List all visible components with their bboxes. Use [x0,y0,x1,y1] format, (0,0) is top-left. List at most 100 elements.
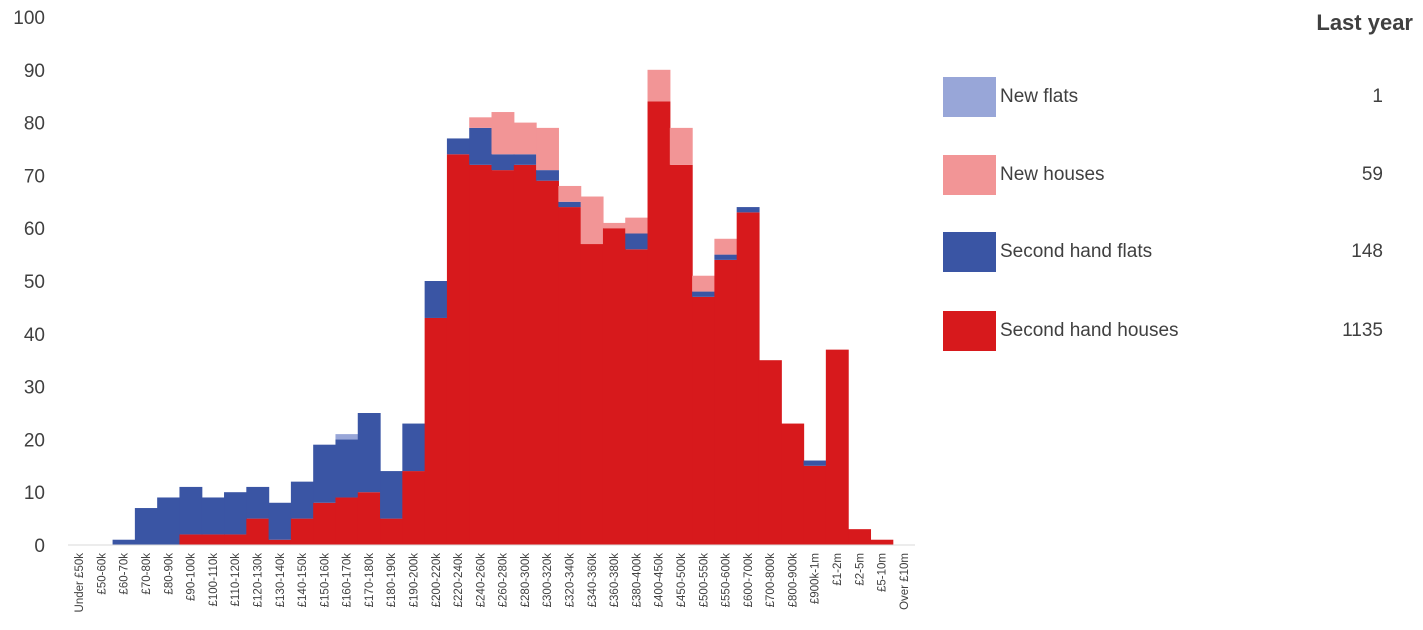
bar-segment-new-houses [625,217,649,234]
x-tick-label: £180-190k [386,553,398,608]
x-tick-label: £160-170k [342,553,354,608]
bar-segment-second-hand-flats [625,233,649,250]
x-tick-label: £170-180k [364,553,376,608]
legend-swatch-new-houses [943,155,996,195]
legend-label-new-flats: New flats [1000,86,1079,107]
bar-segment-second-hand-houses [268,539,292,545]
x-tick-label: £600-700k [743,553,755,608]
x-tick-label: £50-60k [96,553,108,595]
bar-segment-second-hand-flats [446,138,470,155]
bar-segment-second-hand-houses [602,228,626,545]
x-tick-label: £280-300k [520,553,532,608]
bar-segment-second-hand-houses [357,492,381,545]
x-tick-label: £240-260k [475,553,487,608]
bar-segment-second-hand-houses [692,296,715,545]
bar-segment-second-hand-flats [224,492,247,535]
x-tick-label: £260-280k [498,553,510,608]
bar-segment-second-hand-houses [758,360,782,545]
bar-segment-second-hand-houses [536,180,559,545]
y-tick-label: 60 [24,219,45,240]
x-tick-label: £150-160k [319,553,331,608]
bar-segment-new-houses [602,222,626,229]
x-tick-label: £1-2m [832,553,844,586]
bar-segment-second-hand-houses [201,534,225,545]
bar-segment-second-hand-flats [179,486,203,535]
bar-segment-second-hand-houses [513,164,537,545]
x-tick-label: Over £10m [899,553,911,610]
bar-segment-second-hand-flats [424,281,448,318]
legend: Last year New flats 1 New houses 59 Seco… [943,0,1413,400]
bar-segment-second-hand-flats [558,201,582,208]
bar-segment-second-hand-houses [469,164,493,545]
bar-segment-second-hand-houses [781,423,805,545]
x-tick-label: Under £50k [74,553,86,613]
legend-title: Last year [1316,10,1413,35]
bar-segment-second-hand-houses [714,259,738,545]
x-tick-label: £190-200k [408,553,420,608]
bar-segment-second-hand-houses [179,534,203,545]
bar-segment-second-hand-houses [625,249,649,545]
legend-label-second-hand-houses: Second hand houses [1000,320,1179,341]
bar-segment-second-hand-houses [380,518,403,545]
x-tick-label: £220-240k [453,553,465,608]
bar-segment-second-hand-flats [803,460,827,466]
x-tick-label: £500-550k [698,553,710,608]
x-tick-label: £60-70k [119,553,131,595]
bar-segment-new-houses [558,185,582,202]
bar-segment-second-hand-houses [647,101,671,545]
bar-segment-new-flats [335,434,359,440]
legend-count-new-houses: 59 [1361,164,1383,185]
bar-segment-second-hand-flats [736,207,760,213]
y-tick-label: 20 [24,430,45,451]
bar-segment-second-hand-houses [446,154,470,545]
bar-segment-new-houses [692,275,715,292]
legend-swatch-second-hand-houses [943,311,996,351]
y-tick-label: 30 [24,378,45,399]
y-tick-label: 100 [13,8,45,29]
bar-segment-second-hand-flats [112,539,136,545]
bar-segment-second-hand-houses [224,534,247,545]
x-tick-label: £320-340k [565,553,577,608]
y-tick-label: 80 [24,114,45,135]
x-tick-label: £200-220k [431,553,443,608]
y-tick-label: 90 [24,61,45,82]
legend-item-new-houses: New houses 59 [943,155,1383,195]
x-tick-label: £100-110k [208,553,220,607]
bar-segment-second-hand-flats [313,444,337,503]
legend-label-second-hand-flats: Second hand flats [1000,241,1153,262]
legend-count-second-hand-flats: 148 [1351,241,1383,262]
bar-segment-second-hand-flats [402,423,426,472]
bar-segment-second-hand-houses [803,465,827,545]
bar-segment-new-houses [580,196,604,245]
x-tick-label: £130-140k [275,553,287,608]
legend-item-second-hand-houses: Second hand houses 1135 [943,311,1383,351]
x-tick-label: £450-500k [676,553,688,608]
bar-segment-second-hand-flats [714,254,738,260]
x-tick-label: £800-900k [787,553,799,608]
x-tick-label: £2-5m [854,553,866,586]
x-tick-label: £300-320k [542,553,554,608]
x-tick-label: £360-380k [609,553,621,608]
bar-segment-new-houses [714,238,738,255]
bar-segment-second-hand-flats [157,497,181,545]
bar-segment-second-hand-flats [246,486,270,519]
bar-segment-second-hand-flats [536,170,559,181]
x-tick-label: £380-400k [631,553,643,608]
bar-segment-second-hand-flats [290,481,314,519]
x-tick-label: £900k-1m [810,553,822,604]
legend-count-second-hand-houses: 1135 [1342,320,1383,341]
bar-segment-second-hand-houses [290,518,314,545]
x-tick-label: £700-800k [765,553,777,608]
x-tick-label: £340-360k [587,553,599,608]
legend-item-new-flats: New flats 1 [943,77,1383,117]
x-tick-label: £120-130k [252,553,264,608]
bar-segment-second-hand-houses [870,539,894,545]
y-tick-label: 40 [24,325,45,346]
bar-segment-second-hand-flats [491,154,515,171]
y-tick-label: 70 [24,166,45,187]
bar-segment-second-hand-houses [246,518,270,545]
bar-series [112,69,894,546]
bar-segment-second-hand-houses [491,170,515,545]
x-axis-tick-labels: Under £50k £50-60k £60-70k £70-80k £80-90k £9… [74,553,911,613]
bar-segment-second-hand-flats [380,471,403,519]
